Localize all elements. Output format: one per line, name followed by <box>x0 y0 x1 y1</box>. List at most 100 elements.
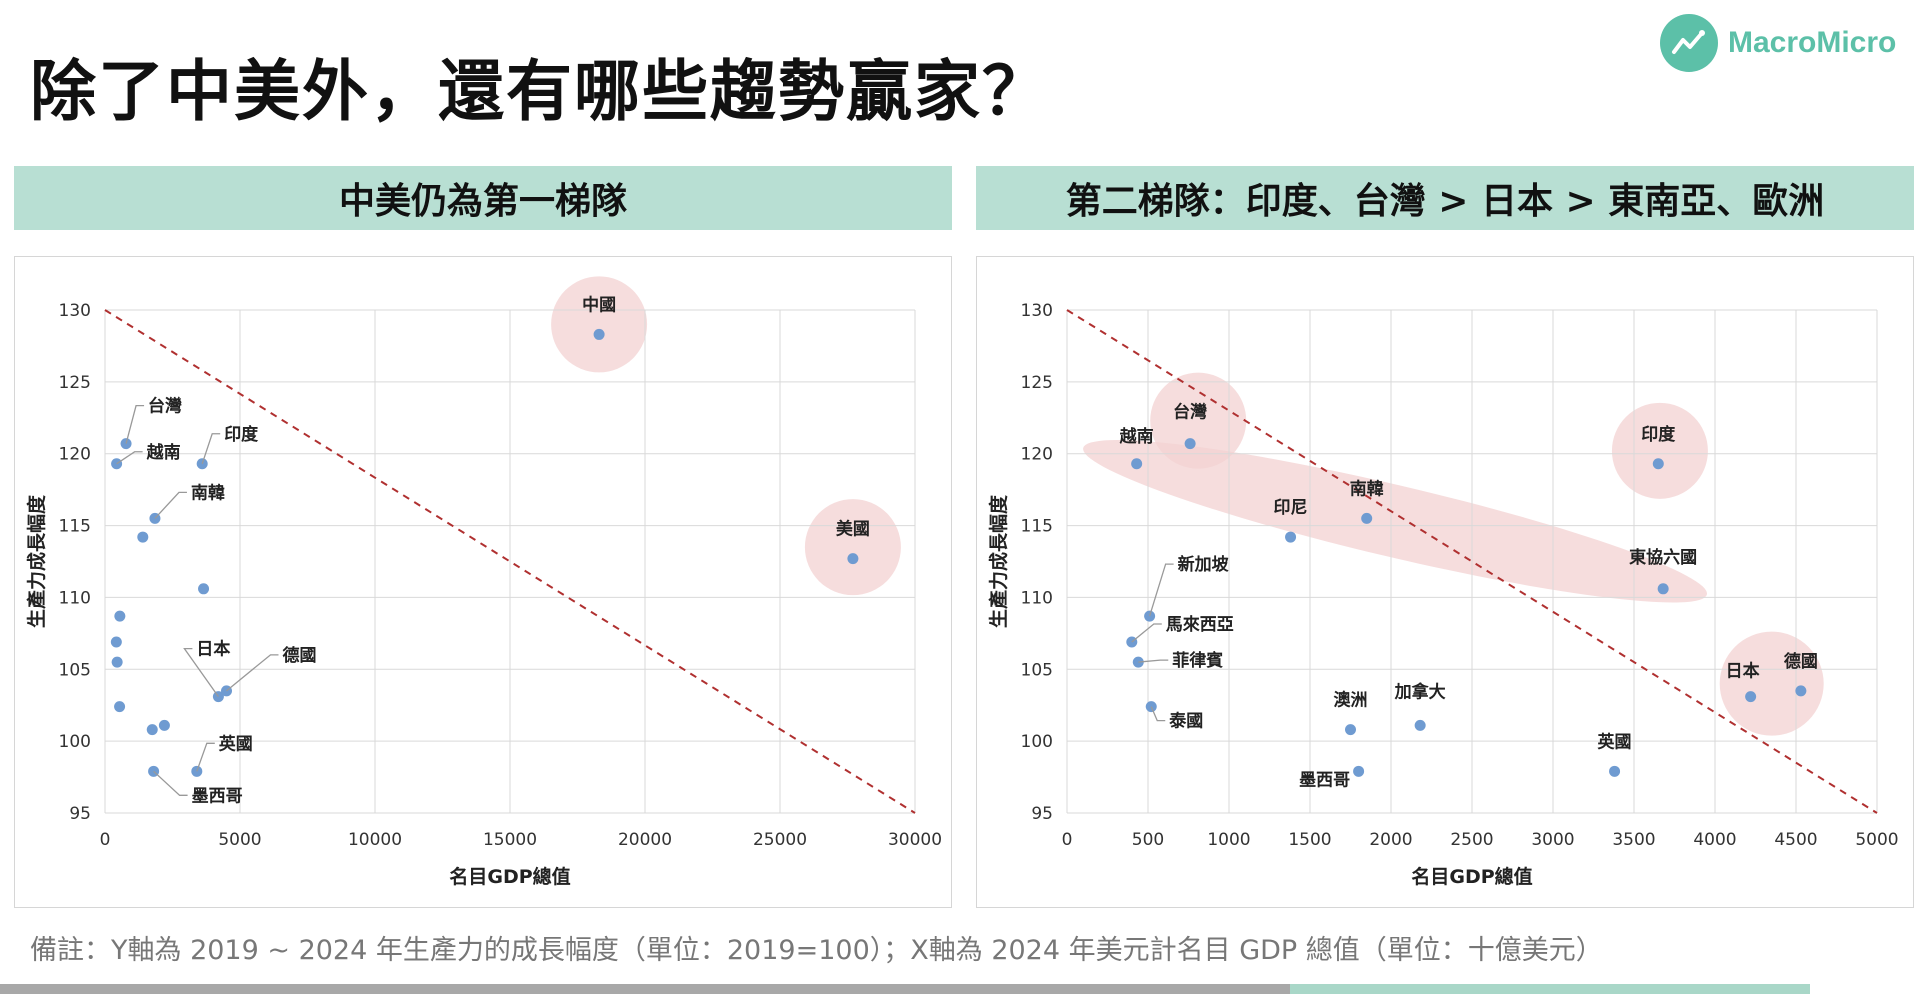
data-point <box>1652 458 1664 470</box>
data-point <box>1745 691 1757 703</box>
x-tick-label: 2500 <box>1450 830 1493 850</box>
data-point <box>114 610 126 622</box>
x-tick-label: 3000 <box>1531 830 1574 850</box>
label-leader-line <box>196 742 215 772</box>
label-leader-line <box>116 451 143 465</box>
data-point <box>1285 531 1297 543</box>
point-label: 越南 <box>1119 426 1154 447</box>
y-tick-label: 105 <box>1021 660 1053 680</box>
data-point <box>114 701 126 713</box>
label-leader-line <box>153 770 188 796</box>
left-chart-header: 中美仍為第一梯隊 <box>14 166 952 230</box>
point-label: 墨西哥 <box>192 786 243 806</box>
chart-line-icon <box>1660 14 1718 72</box>
point-label: 東協六國 <box>1629 547 1697 568</box>
data-point <box>593 328 605 340</box>
x-tick-label: 1000 <box>1207 830 1250 850</box>
data-point <box>110 636 122 648</box>
x-tick-label: 10000 <box>348 830 402 850</box>
x-tick-label: 2000 <box>1369 830 1412 850</box>
x-tick-label: 3500 <box>1612 830 1655 850</box>
point-label: 菲律賓 <box>1172 650 1223 671</box>
y-tick-label: 110 <box>1021 588 1053 608</box>
data-point <box>1657 583 1669 595</box>
data-point <box>111 656 123 668</box>
point-label: 台灣 <box>148 396 182 417</box>
data-point <box>1609 765 1621 777</box>
point-label: 越南 <box>146 442 181 463</box>
data-point <box>1795 685 1807 697</box>
logo-text: MacroMicro <box>1728 26 1897 59</box>
point-label: 澳洲 <box>1334 690 1368 711</box>
highlight-circle <box>1611 402 1708 499</box>
data-point <box>120 438 132 450</box>
x-tick-label: 25000 <box>753 830 807 850</box>
footer-bar-green <box>1290 984 1810 994</box>
point-label: 南韓 <box>191 482 225 503</box>
dashed-trendline <box>1066 309 1878 814</box>
right-chart-panel: 95 100 105 110 115 120 125 130 0 500 1000 1500 2000 2… <box>976 256 1914 908</box>
point-label: 泰國 <box>1169 711 1203 732</box>
label-leader-line <box>1150 706 1166 722</box>
y-tick-label: 110 <box>59 588 91 608</box>
data-point <box>146 724 158 736</box>
label-leader-line <box>125 405 145 444</box>
y-axis-title: 生產力成長幅度 <box>987 494 1010 628</box>
macromicro-logo[interactable]: MacroMicro <box>1660 14 1896 72</box>
y-tick-label: 115 <box>59 517 91 537</box>
x-tick-label: 4500 <box>1774 830 1817 850</box>
y-tick-label: 120 <box>1021 445 1053 465</box>
label-leader-line <box>201 433 221 464</box>
y-tick-label: 125 <box>59 373 91 393</box>
label-leader-line <box>226 654 279 692</box>
highlight-circle <box>804 499 901 596</box>
left-chart-panel: 95 100 105 110 115 120 125 130 0 5000 10000 15000 20… <box>14 256 952 908</box>
y-tick-label: 120 <box>59 445 91 465</box>
point-label: 馬來西亞 <box>1166 615 1234 635</box>
highlight-circle <box>551 276 648 373</box>
point-label: 南韓 <box>1350 478 1384 499</box>
y-tick-label: 130 <box>59 301 91 321</box>
label-leader-line <box>1138 659 1169 663</box>
point-label: 中國 <box>582 294 616 315</box>
y-tick-label: 105 <box>59 660 91 680</box>
data-point <box>1353 765 1365 777</box>
point-label: 日本 <box>1726 661 1760 682</box>
data-point <box>1144 610 1156 622</box>
x-tick-label: 0 <box>1062 830 1073 850</box>
data-point <box>1345 724 1356 736</box>
right-chart-header: 第二梯隊：印度、台灣 > 日本 > 東南亞、歐洲 <box>976 166 1914 230</box>
y-tick-label: 95 <box>1031 804 1053 824</box>
point-label: 美國 <box>836 519 870 540</box>
data-point <box>1131 458 1143 470</box>
label-leader-line <box>1148 563 1174 617</box>
point-label: 英國 <box>1598 731 1632 752</box>
data-point <box>1145 701 1157 713</box>
x-tick-label: 15000 <box>483 830 537 850</box>
x-tick-label: 1500 <box>1288 830 1331 850</box>
x-axis-title: 名目GDP總值 <box>449 865 570 888</box>
page-title: 除了中美外，還有哪些趨勢贏家？ <box>30 53 1050 130</box>
point-label: 印尼 <box>1274 498 1308 518</box>
left-scatter-chart: 95 100 105 110 115 120 125 130 0 5000 10000 15000 20… <box>25 276 942 888</box>
label-leader-line <box>1131 623 1162 643</box>
point-label: 德國 <box>283 645 317 666</box>
point-label: 英國 <box>219 733 253 754</box>
y-tick-label: 130 <box>1021 301 1053 321</box>
point-label: 墨西哥 <box>1299 770 1350 790</box>
data-point <box>198 583 210 595</box>
highlight-circle <box>1719 631 1824 736</box>
data-point <box>1414 719 1426 731</box>
point-label: 德國 <box>1784 651 1818 672</box>
x-tick-label: 0 <box>100 830 111 850</box>
y-tick-label: 115 <box>1021 517 1053 537</box>
data-point <box>1184 438 1196 450</box>
point-label: 印度 <box>1641 424 1676 445</box>
point-label: 加拿大 <box>1394 681 1446 702</box>
y-tick-label: 95 <box>69 804 91 824</box>
footer-bar-grey <box>0 984 1290 994</box>
x-tick-label: 30000 <box>888 830 942 850</box>
y-axis-title: 生產力成長幅度 <box>25 494 48 628</box>
x-tick-label: 5000 <box>1855 830 1898 850</box>
data-point <box>158 719 170 731</box>
